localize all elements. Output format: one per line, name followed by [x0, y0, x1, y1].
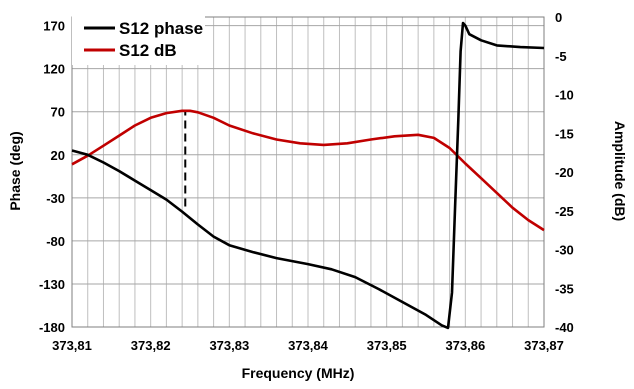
- y-tick-label: 70: [51, 105, 65, 120]
- y-axis: 170 120 70 20 -30 -80 -130 -180: [39, 19, 65, 335]
- legend-label-s12-phase: S12 phase: [119, 19, 203, 38]
- legend-box: [72, 13, 205, 65]
- y2-tick-label: -15: [555, 126, 574, 141]
- y2-tick-label: -30: [555, 243, 574, 258]
- x-tick-label: 373,81: [52, 338, 92, 353]
- plot-frame: [71, 16, 545, 328]
- y2-tick-label: -35: [555, 281, 574, 296]
- x-tick-label: 373,86: [445, 338, 485, 353]
- x-tick-label: 373,85: [367, 338, 407, 353]
- legend: S12 phase S12 dB: [72, 13, 205, 65]
- y2-tick-label: 0: [555, 10, 562, 25]
- series-line-s12-phase: [71, 21, 545, 330]
- legend-label-s12-db: S12 dB: [119, 41, 177, 60]
- x-tick-label: 373,84: [288, 338, 329, 353]
- y-tick-label: -180: [39, 320, 65, 335]
- y2-tick-label: -20: [555, 165, 574, 180]
- y2-axis-title: Amplitude (dB): [612, 121, 628, 221]
- y-tick-label: -30: [46, 191, 65, 206]
- x-axis-title: Frequency (MHz): [242, 365, 355, 381]
- x-axis: 373,81 373,82 373,83 373,84 373,85 373,86 373,…: [52, 338, 564, 353]
- y-tick-label: -130: [39, 277, 65, 292]
- y-tick-label: 120: [43, 62, 65, 77]
- y2-tick-label: -40: [555, 320, 574, 335]
- x-tick-label: 373,83: [209, 338, 249, 353]
- x-tick-label: 373,82: [131, 338, 171, 353]
- grid: [72, 17, 544, 328]
- y2-tick-label: -5: [555, 49, 567, 64]
- y-axis-title: Phase (deg): [7, 131, 23, 210]
- y-tick-label: 170: [43, 19, 65, 34]
- y-tick-label: 20: [51, 148, 65, 163]
- y-tick-label: -80: [46, 234, 65, 249]
- y2-tick-label: -10: [555, 88, 574, 103]
- y2-axis: 0 -5 -10 -15 -20 -25 -30 -35 -40: [555, 10, 574, 335]
- series-line-s12-db: [71, 109, 545, 232]
- y2-tick-label: -25: [555, 204, 574, 219]
- x-tick-label: 373,87: [524, 338, 564, 353]
